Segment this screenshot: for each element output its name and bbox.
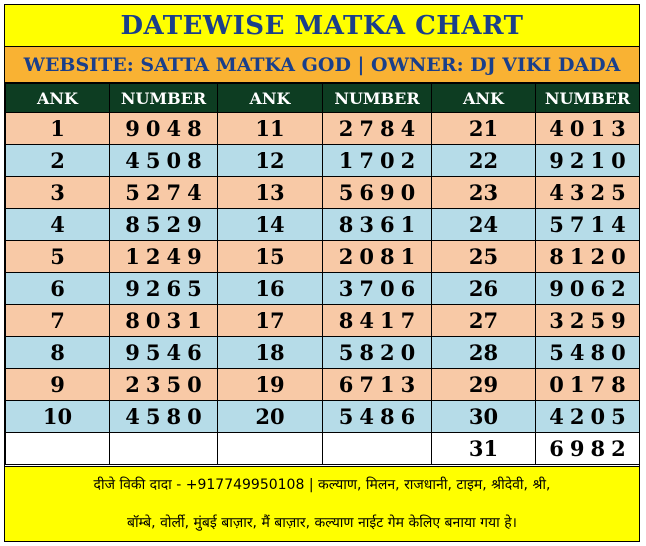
table-row: 31 6982 (5, 432, 640, 465)
ank-cell: 9 (5, 368, 110, 401)
number-cell: 4205 (535, 400, 640, 433)
number-cell: 8529 (109, 208, 218, 241)
ank-cell: 11 (217, 112, 323, 145)
number-cell: 0178 (535, 368, 640, 401)
number-cell: 8417 (322, 304, 432, 337)
ank-cell: 20 (217, 400, 323, 433)
ank-cell: 28 (431, 336, 536, 369)
ank-cell: 21 (431, 112, 536, 145)
website-owner-banner: WEBSITE: SATTA MATKA GOD | OWNER: DJ VIK… (5, 47, 639, 83)
number-cell (109, 432, 218, 465)
ank-cell: 6 (5, 272, 110, 305)
ank-cell: 17 (217, 304, 323, 337)
ank-cell: 23 (431, 176, 536, 209)
footer-line-2: बॉम्बे, वोर्ली, मुंबई बाज़ार, मैं बाज़ार… (127, 515, 517, 531)
ank-cell: 26 (431, 272, 536, 305)
ank-cell: 30 (431, 400, 536, 433)
table-row: 7 8031 17 8417 27 3259 (5, 304, 640, 337)
ank-cell: 10 (5, 400, 110, 433)
ank-cell: 4 (5, 208, 110, 241)
ank-cell: 25 (431, 240, 536, 273)
number-cell: 5486 (322, 400, 432, 433)
ank-cell: 12 (217, 144, 323, 177)
number-cell: 1702 (322, 144, 432, 177)
number-cell: 3706 (322, 272, 432, 305)
ank-cell: 7 (5, 304, 110, 337)
number-cell: 4013 (535, 112, 640, 145)
header-ank-2: ANK (217, 83, 323, 113)
header-ank-1: ANK (5, 83, 110, 113)
ank-cell: 24 (431, 208, 536, 241)
number-cell: 5714 (535, 208, 640, 241)
header-number-3: NUMBER (535, 83, 640, 113)
table-row: 8 9546 18 5820 28 5480 (5, 336, 640, 369)
number-cell: 9062 (535, 272, 640, 305)
table-row: 1 9048 11 2784 21 4013 (5, 112, 640, 145)
table-row: 3 5274 13 5690 23 4325 (5, 176, 640, 209)
ank-cell: 3 (5, 176, 110, 209)
number-cell: 2081 (322, 240, 432, 273)
ank-cell: 5 (5, 240, 110, 273)
table-row: 5 1249 15 2081 25 8120 (5, 240, 640, 273)
table-row: 10 4580 20 5486 30 4205 (5, 400, 640, 433)
ank-cell: 22 (431, 144, 536, 177)
footer-banner: दीजे विकी दादा - +917749950108 | कल्याण,… (5, 466, 639, 541)
number-cell: 2784 (322, 112, 432, 145)
number-cell: 2350 (109, 368, 218, 401)
ank-cell: 1 (5, 112, 110, 145)
number-cell: 8031 (109, 304, 218, 337)
header-number-1: NUMBER (109, 83, 218, 113)
ank-cell: 8 (5, 336, 110, 369)
number-cell: 8361 (322, 208, 432, 241)
ank-cell: 14 (217, 208, 323, 241)
number-cell: 5820 (322, 336, 432, 369)
table-row: 9 2350 19 6713 29 0178 (5, 368, 640, 401)
table-row: 2 4508 12 1702 22 9210 (5, 144, 640, 177)
matka-chart: DATEWISE MATKA CHART WEBSITE: SATTA MATK… (4, 4, 640, 542)
ank-cell (217, 432, 323, 465)
number-cell (322, 432, 432, 465)
ank-cell: 31 (431, 432, 536, 465)
page-title: DATEWISE MATKA CHART (5, 5, 639, 47)
ank-cell: 27 (431, 304, 536, 337)
number-cell: 9210 (535, 144, 640, 177)
table-row: 4 8529 14 8361 24 5714 (5, 208, 640, 241)
number-cell: 6982 (535, 432, 640, 465)
ank-cell: 29 (431, 368, 536, 401)
ank-cell: 16 (217, 272, 323, 305)
number-cell: 5480 (535, 336, 640, 369)
number-cell: 1249 (109, 240, 218, 273)
ank-cell (5, 432, 110, 465)
chart-table: ANK NUMBER ANK NUMBER ANK NUMBER 1 9048 11… (5, 83, 640, 465)
number-cell: 6713 (322, 368, 432, 401)
number-cell: 3259 (535, 304, 640, 337)
ank-cell: 15 (217, 240, 323, 273)
number-cell: 9265 (109, 272, 218, 305)
header-number-2: NUMBER (322, 83, 432, 113)
number-cell: 8120 (535, 240, 640, 273)
ank-cell: 2 (5, 144, 110, 177)
table-row: 6 9265 16 3706 26 9062 (5, 272, 640, 305)
footer-line-1: दीजे विकी दादा - +917749950108 | कल्याण,… (93, 477, 551, 493)
ank-cell: 19 (217, 368, 323, 401)
number-cell: 5690 (322, 176, 432, 209)
ank-cell: 18 (217, 336, 323, 369)
table-header-row: ANK NUMBER ANK NUMBER ANK NUMBER (5, 83, 640, 113)
number-cell: 4580 (109, 400, 218, 433)
ank-cell: 13 (217, 176, 323, 209)
number-cell: 4325 (535, 176, 640, 209)
number-cell: 4508 (109, 144, 218, 177)
header-ank-3: ANK (431, 83, 536, 113)
number-cell: 9048 (109, 112, 218, 145)
number-cell: 5274 (109, 176, 218, 209)
number-cell: 9546 (109, 336, 218, 369)
